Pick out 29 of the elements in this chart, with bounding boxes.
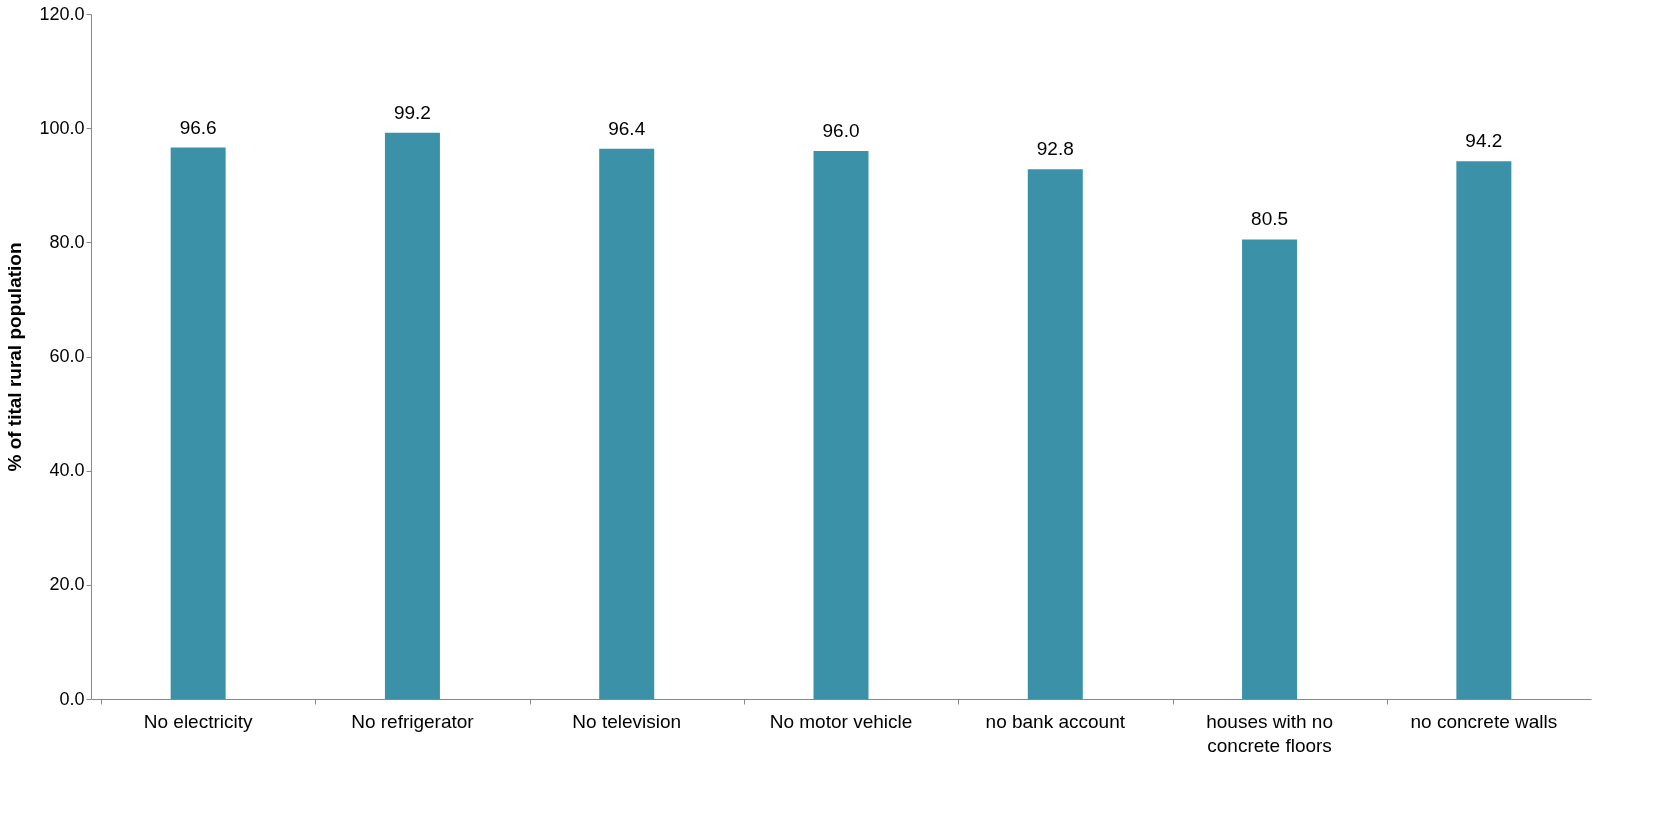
y-tick-label: 80.0 xyxy=(49,231,85,252)
data-label: 92.8 xyxy=(1036,138,1074,160)
data-label: 96.0 xyxy=(822,120,860,141)
y-tick-label: 100.0 xyxy=(39,117,85,138)
y-tick-label: 120.0 xyxy=(39,3,85,24)
x-tick-label: houses with no concrete floors xyxy=(1206,710,1333,756)
bar xyxy=(384,132,440,699)
x-tick-label: No electricity xyxy=(143,710,254,732)
y-tick-label: 20.0 xyxy=(49,574,85,595)
x-tick-label: No motor vehicle xyxy=(769,710,913,732)
y-tick-label: 0.0 xyxy=(59,688,85,709)
bar xyxy=(170,147,226,699)
data-label: 96.4 xyxy=(608,117,646,139)
y-tick-label: 40.0 xyxy=(49,460,85,481)
x-tick-label: No refrigerator xyxy=(351,710,475,732)
bar xyxy=(1027,169,1083,699)
bar xyxy=(1242,239,1298,699)
bar xyxy=(1456,161,1512,699)
x-tick-label: No television xyxy=(572,710,682,732)
bar xyxy=(813,151,869,699)
y-axis-title: % of tital rural population xyxy=(4,242,26,472)
data-label: 96.6 xyxy=(179,116,217,138)
y-tick-label: 60.0 xyxy=(49,346,85,366)
x-tick-label: no concrete walls xyxy=(1410,710,1558,732)
x-tick-label: no bank account xyxy=(985,710,1126,732)
bar xyxy=(599,148,655,699)
data-label: 80.5 xyxy=(1251,208,1289,230)
data-label: 94.2 xyxy=(1465,130,1503,152)
data-label: 99.2 xyxy=(393,101,431,123)
